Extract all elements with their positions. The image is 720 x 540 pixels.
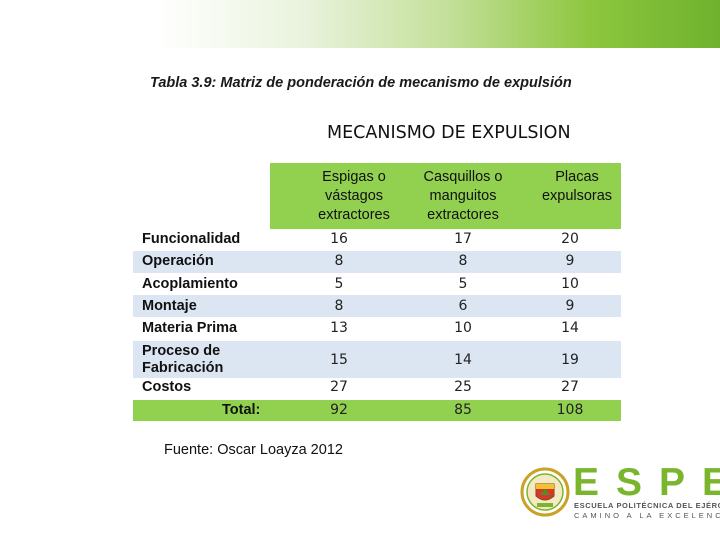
table-cell: 13 [330,320,348,336]
row-label-materia-prima: Materia Prima [142,320,238,336]
row-label-proceso-fabricacion: Proceso de Fabricación [142,343,242,377]
table-cell: 19 [561,352,579,368]
caption-label: Tabla 3.9 [150,75,212,91]
table-cell: 20 [561,231,579,247]
total-cell: 92 [330,402,348,418]
table-caption: Tabla 3.9: Matriz de ponderación de meca… [150,75,572,91]
table-cell: 27 [330,379,348,395]
table-cell: 27 [561,379,579,395]
row-label-text: Proceso de Fabricación [142,343,224,376]
total-row [133,400,621,421]
espe-logo-subtitle: ESCUELA POLITÉCNICA DEL EJÉRCITO [574,501,720,510]
table-cell: 8 [458,253,468,269]
table-cell: 15 [330,352,348,368]
espe-logo-motto: CAMINO A LA EXCELENCIA [574,511,720,520]
table-cell: 10 [561,276,579,292]
row-label-costos: Costos [142,379,192,395]
table-cell: 5 [334,276,344,292]
table-cell: 14 [561,320,579,336]
row-label-acoplamiento: Acoplamiento [142,276,238,292]
espe-seal-icon [520,467,570,517]
table-cell: 17 [454,231,472,247]
table-cell: 25 [454,379,472,395]
table-cell: 6 [458,298,468,314]
table-header-background [270,163,621,229]
table-cell: 14 [454,352,472,368]
table-cell: 9 [565,298,575,314]
table-title: MECANISMO DE EXPULSION [327,123,571,143]
table-cell: 10 [454,320,472,336]
caption-text: : Matriz de ponderación de mecanismo de … [211,75,572,91]
table-cell: 16 [330,231,348,247]
table-row [133,251,621,273]
total-cell: 85 [454,402,472,418]
row-label-operacion: Operación [142,253,214,269]
top-gradient-bar [0,0,720,48]
table-row [133,295,621,317]
table-cell: 9 [565,253,575,269]
table-cell: 8 [334,253,344,269]
table-cell: 5 [458,276,468,292]
table-cell: 8 [334,298,344,314]
column-header-placas: Placas expulsoras [541,169,613,204]
total-label: Total: [222,402,261,418]
table-row [133,341,621,378]
source-note: Fuente: Oscar Loayza 2012 [164,442,343,458]
total-cell: 108 [556,402,584,418]
row-label-montaje: Montaje [142,298,197,314]
column-header-casquillos: Casquillos o manguitos extractores [423,169,503,223]
column-header-espigas: Espigas o vástagos extractores [318,169,390,223]
row-label-funcionalidad: Funcionalidad [142,231,241,247]
